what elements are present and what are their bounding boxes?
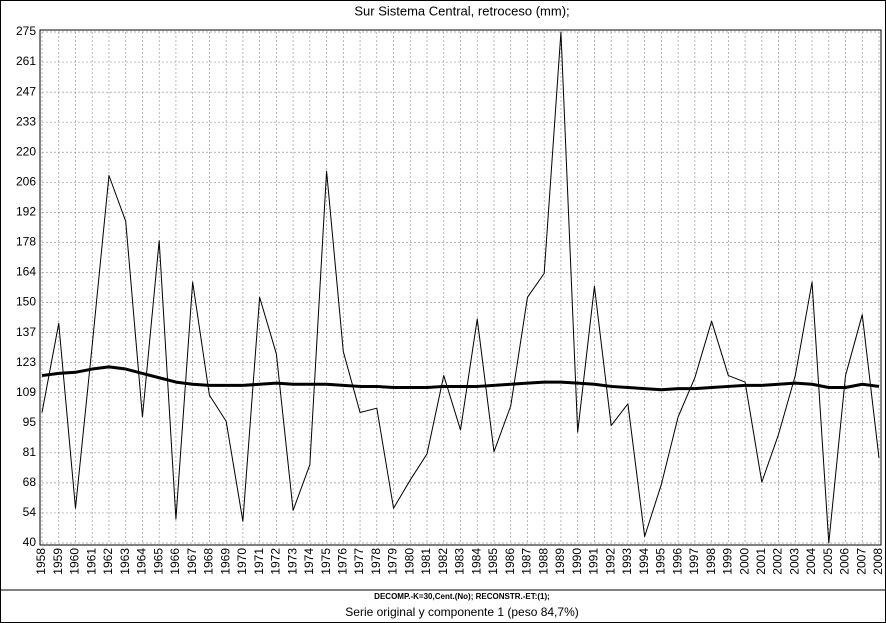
x-tick-label: 2003 bbox=[787, 548, 801, 575]
x-tick-label: 1958 bbox=[34, 548, 48, 575]
y-tick-label: 150 bbox=[16, 295, 36, 309]
x-tick-label: 1966 bbox=[168, 548, 182, 575]
y-tick-label: 81 bbox=[23, 445, 37, 459]
x-tick-label: 1993 bbox=[620, 548, 634, 575]
x-tick-label: 2004 bbox=[804, 548, 818, 575]
x-tick-label: 1967 bbox=[185, 548, 199, 575]
x-tick-label: 1964 bbox=[135, 548, 149, 575]
x-tick-label: 1975 bbox=[319, 548, 333, 575]
x-tick-label: 1960 bbox=[68, 548, 82, 575]
y-tick-label: 178 bbox=[16, 235, 36, 249]
y-tick-label: 40 bbox=[23, 535, 37, 549]
x-tick-label: 2002 bbox=[771, 548, 785, 575]
x-tick-label: 2000 bbox=[737, 548, 751, 575]
x-tick-label: 1965 bbox=[151, 548, 165, 575]
x-tick-label: 1995 bbox=[654, 548, 668, 575]
x-tick-label: 1984 bbox=[469, 548, 483, 575]
x-tick-label: 1962 bbox=[101, 548, 115, 575]
y-tick-label: 68 bbox=[23, 475, 37, 489]
x-tick-label: 1959 bbox=[51, 548, 65, 575]
x-tick-label: 1972 bbox=[269, 548, 283, 575]
x-tick-label: 1979 bbox=[386, 548, 400, 575]
x-tick-label: 1990 bbox=[570, 548, 584, 575]
plot-area bbox=[39, 29, 882, 546]
x-tick-label: 1982 bbox=[436, 548, 450, 575]
x-tick-label: 1983 bbox=[453, 548, 467, 575]
y-tick-label: 275 bbox=[16, 24, 36, 38]
x-tick-label: 1991 bbox=[587, 548, 601, 575]
y-tick-label: 233 bbox=[16, 114, 36, 128]
x-tick-label: 1996 bbox=[670, 548, 684, 575]
x-tick-label: 2008 bbox=[871, 548, 885, 575]
y-tick-label: 206 bbox=[16, 174, 36, 188]
x-tick-label: 1999 bbox=[721, 548, 735, 575]
x-tick-label: 1969 bbox=[218, 548, 232, 575]
y-tick-label: 137 bbox=[16, 325, 36, 339]
chart-title: Sur Sistema Central, retroceso (mm); bbox=[354, 3, 569, 18]
x-tick-label: 1997 bbox=[687, 548, 701, 575]
series-line bbox=[41, 365, 880, 392]
x-tick-label: 2001 bbox=[754, 548, 768, 575]
x-tick-label: 1970 bbox=[235, 548, 249, 575]
footnote: DECOMP.-K=30,Cent.(No); RECONSTR.-ET:(1)… bbox=[374, 592, 550, 601]
y-tick-label: 220 bbox=[16, 144, 36, 158]
x-tick-label: 1971 bbox=[252, 548, 266, 575]
y-tick-label: 192 bbox=[16, 205, 36, 219]
x-tick-label: 1976 bbox=[335, 548, 349, 575]
y-tick-label: 123 bbox=[16, 355, 36, 369]
x-tick-label: 1977 bbox=[352, 548, 366, 575]
x-tick-label: 1987 bbox=[520, 548, 534, 575]
x-tick-label: 2007 bbox=[854, 548, 868, 575]
x-tick-label: 1961 bbox=[84, 548, 98, 575]
y-tick-label: 109 bbox=[16, 385, 36, 399]
y-tick-label: 247 bbox=[16, 84, 36, 98]
x-tick-label: 2006 bbox=[838, 548, 852, 575]
subtitle: Serie original y componente 1 (peso 84,7… bbox=[345, 605, 578, 619]
y-tick-label: 95 bbox=[23, 415, 37, 429]
x-tick-label: 1994 bbox=[637, 548, 651, 575]
x-tick-label: 1973 bbox=[285, 548, 299, 575]
y-tick-label: 54 bbox=[23, 505, 37, 519]
x-tick-label: 1978 bbox=[369, 548, 383, 575]
x-tick-label: 2005 bbox=[821, 548, 835, 575]
y-tick-label: 261 bbox=[16, 54, 36, 68]
x-tick-label: 1980 bbox=[402, 548, 416, 575]
x-tick-label: 1986 bbox=[503, 548, 517, 575]
x-tick-label: 1992 bbox=[603, 548, 617, 575]
y-tick-label: 164 bbox=[16, 265, 36, 279]
series-line bbox=[41, 31, 880, 544]
x-tick-label: 1968 bbox=[202, 548, 216, 575]
x-tick-label: 1989 bbox=[553, 548, 567, 575]
x-tick-label: 1981 bbox=[419, 548, 433, 575]
x-tick-label: 1963 bbox=[118, 548, 132, 575]
x-tick-label: 1974 bbox=[302, 548, 316, 575]
x-tick-label: 1988 bbox=[536, 548, 550, 575]
x-tick-label: 1985 bbox=[486, 548, 500, 575]
x-tick-label: 1998 bbox=[704, 548, 718, 575]
